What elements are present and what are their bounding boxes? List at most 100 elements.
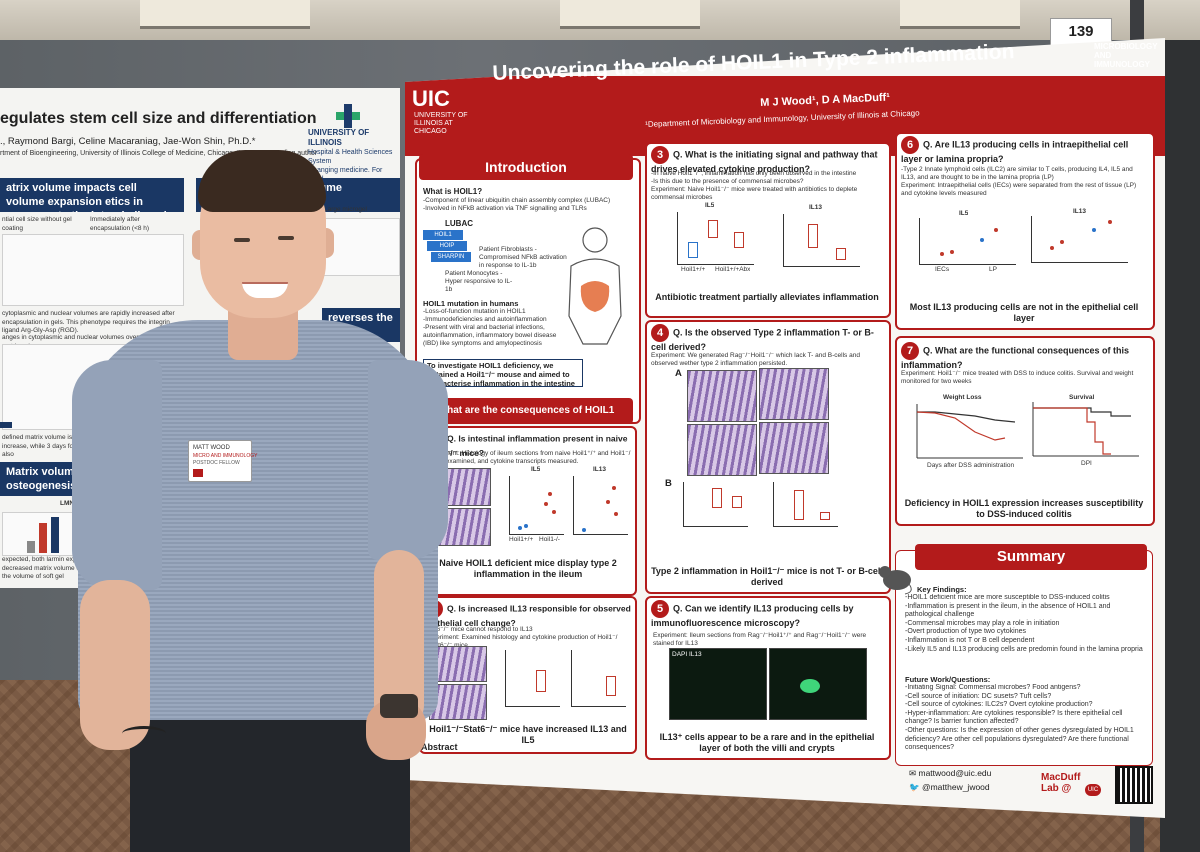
data-point: [950, 250, 954, 254]
box-plot: [712, 488, 722, 508]
summary-key-text: -HOIL1 deficient mice are more susceptib…: [905, 594, 1143, 653]
box-plot: [688, 242, 698, 258]
q5-conclusion: IL13⁺ cells appear to be a rare and in t…: [659, 732, 875, 753]
q7-panel: [895, 336, 1155, 526]
left-poster-authors: ., Raymond Bargi, Celine Macaraniag, Jae…: [0, 136, 256, 147]
q4-chart: [683, 482, 748, 527]
consequences-header: What are the consequences of HOIL1 defic…: [419, 398, 633, 442]
box-plot: [606, 676, 616, 696]
person-sleeve-left: [72, 360, 162, 590]
q4-label-a: A: [675, 368, 682, 379]
data-point: [582, 528, 586, 532]
qr-code-icon: [1115, 766, 1153, 804]
left-poster-university: UNIVERSITY OF ILLINOIS Hospital & Health…: [308, 128, 400, 184]
data-point: [980, 238, 984, 242]
lab-logo-icon: UIC: [1085, 784, 1101, 796]
q6-il5-chart: [919, 218, 1016, 265]
left-poster-text: Immediately after encapsulation (<8 h): [90, 216, 150, 232]
q5-experiment: Experiment: Ileum sections from Rag⁻/⁻Ho…: [653, 632, 867, 647]
q2-conclusion: Hoil1⁻/⁻Stat6⁻/⁻ mice have increased IL1…: [429, 724, 627, 745]
q4-question: 4 Q. Is the observed Type 2 inflammation …: [651, 324, 883, 353]
hoil1-chip: HOIL1: [423, 230, 463, 240]
data-point: [940, 252, 944, 256]
mutation-text: -Loss-of-function mutation in HOIL1 -Imm…: [423, 308, 557, 347]
q3-question: 3 Q. What is the initiating signal and pa…: [651, 146, 883, 175]
box-plot: [708, 220, 718, 238]
q6-conclusion: Most IL13 producing cells are not in the…: [909, 302, 1139, 323]
fluorescence-image: DAPI IL13: [669, 648, 767, 720]
dept-badge: MICROBIOLOGY AND IMMUNOLOGY: [1094, 42, 1158, 69]
left-poster-text: cytoplasmic and nuclear volumes are rapi…: [2, 310, 175, 334]
q7-xlabel: Days after DSS administration: [927, 462, 1015, 469]
q7-number: 7: [901, 342, 919, 360]
data-point: [518, 526, 522, 530]
left-poster-chart: [2, 234, 184, 306]
left-poster-heading: atrix volume impacts cell volume expansi…: [0, 178, 184, 212]
box-plot: [808, 224, 818, 248]
badge-name: MATT WOOD: [193, 445, 230, 451]
data-point: [1060, 240, 1064, 244]
mouse-icon: [879, 566, 912, 595]
q3-chart1-title: IL5: [705, 202, 715, 209]
human-body-icon: [568, 227, 622, 345]
person-eye: [234, 238, 250, 242]
hoip-chip: HOIP: [427, 241, 467, 251]
lab-name: MacDuff Lab @: [1041, 772, 1081, 794]
q4-chart: [773, 482, 838, 527]
monocytes-note: Patient Monocytes - Hyper responsive to …: [445, 270, 513, 293]
left-poster-text: Large microgel: [324, 206, 367, 213]
contact-email: ✉ mattwood@uic.edu: [909, 768, 992, 778]
university-logo-icon: [336, 104, 360, 128]
q6-il13-chart: [1031, 216, 1128, 263]
left-poster-label: LMNA: [60, 500, 79, 507]
histology-image: [429, 684, 487, 720]
badge-logo-icon: [193, 469, 203, 477]
box-plot: [794, 490, 804, 520]
q2-question: 2Q. Is increased IL13 responsible for ob…: [425, 600, 631, 629]
q4-number: 4: [651, 324, 669, 342]
box-plot: [536, 670, 546, 692]
q6-chart2-title: IL13: [1073, 208, 1087, 215]
badge-dept: MICRO AND IMMUNOLOGY: [193, 453, 258, 459]
person-arm-left: [80, 580, 150, 750]
lubac-label: LUBAC: [445, 219, 473, 228]
main-poster: Introduction What is HOIL1? -Component o…: [405, 38, 1165, 818]
q6-question: 6 Q. Are IL13 producing cells in intraepi…: [901, 136, 1147, 165]
q1-chart1-title: IL5: [531, 466, 541, 473]
data-point: [524, 524, 528, 528]
weight-loss-chart: [916, 404, 1023, 459]
fluorescence-image: [769, 648, 867, 720]
q3-xlabel: Hoil1+/+: [681, 266, 706, 273]
badge-role: POSTDOC FELLOW: [193, 460, 240, 466]
q1-xlabel: Hoil1-/-: [539, 536, 560, 543]
q1-il5-chart: [509, 476, 564, 535]
box-plot: [836, 248, 846, 260]
board-frame: [1160, 40, 1200, 852]
fibroblasts-note: Patient Fibroblasts - Compromised NFkB a…: [479, 246, 567, 269]
box-plot: [734, 232, 744, 248]
q1-xlabel: Hoil1+/+: [509, 536, 534, 543]
abstract-label: Abstract: [421, 742, 458, 752]
twitter-icon: 🐦: [909, 782, 922, 792]
data-point: [994, 228, 998, 232]
q7-chart2-title: Survival: [1069, 394, 1095, 401]
left-poster-affiliation: rtment of Bioengineering, University of …: [0, 150, 318, 157]
data-point: [548, 492, 552, 496]
q2-chart: [505, 650, 560, 707]
left-poster-title: egulates stem cell size and differentiat…: [0, 110, 317, 127]
intro-bullets: -Component of linear ubiquitin chain ass…: [423, 197, 611, 212]
person-hair: [198, 150, 326, 212]
q5-number: 5: [651, 600, 669, 618]
person-pants: [130, 700, 410, 852]
left-poster-text: ntial cell size without gel coating: [2, 216, 72, 232]
university-sub: Hospital & Health Sciences System: [308, 149, 393, 165]
box-plot: [732, 496, 742, 508]
mail-icon: ✉: [909, 768, 919, 778]
box-plot: [820, 512, 830, 520]
q3-il5-chart: [677, 212, 754, 265]
q2-chart: [571, 650, 626, 707]
q3-conclusion: Antibiotic treatment partially alleviate…: [655, 292, 879, 302]
person-sleeve-right: [368, 360, 448, 560]
name-badge: MATT WOOD MICRO AND IMMUNOLOGY POSTDOC F…: [188, 440, 257, 482]
summary-panel: [895, 550, 1153, 766]
